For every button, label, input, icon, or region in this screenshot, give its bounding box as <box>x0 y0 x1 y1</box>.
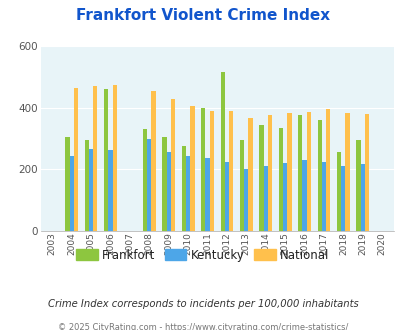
Bar <box>190 106 194 231</box>
Bar <box>151 91 155 231</box>
Bar <box>220 72 224 231</box>
Bar <box>181 146 185 231</box>
Text: Frankfort Violent Crime Index: Frankfort Violent Crime Index <box>76 8 329 23</box>
Bar <box>282 163 287 231</box>
Bar <box>356 140 360 231</box>
Bar <box>200 108 205 231</box>
Bar <box>302 159 306 231</box>
Bar <box>69 156 74 231</box>
Bar <box>243 169 248 231</box>
Bar <box>297 115 302 231</box>
Bar <box>171 99 175 231</box>
Text: © 2025 CityRating.com - https://www.cityrating.com/crime-statistics/: © 2025 CityRating.com - https://www.city… <box>58 323 347 330</box>
Bar <box>162 137 166 231</box>
Bar <box>287 113 291 231</box>
Bar <box>317 120 321 231</box>
Bar <box>112 85 117 231</box>
Bar <box>93 86 97 231</box>
Bar <box>104 89 108 231</box>
Bar <box>321 162 325 231</box>
Bar <box>224 162 228 231</box>
Bar <box>65 137 69 231</box>
Bar <box>360 164 364 231</box>
Bar <box>209 112 213 231</box>
Bar <box>345 113 349 231</box>
Bar <box>340 166 345 231</box>
Legend: Frankfort, Kentucky, National: Frankfort, Kentucky, National <box>71 244 334 266</box>
Bar <box>263 166 267 231</box>
Text: Crime Index corresponds to incidents per 100,000 inhabitants: Crime Index corresponds to incidents per… <box>47 299 358 309</box>
Bar <box>325 109 330 231</box>
Bar <box>306 112 310 231</box>
Bar <box>166 151 171 231</box>
Bar <box>278 128 282 231</box>
Bar <box>239 140 243 231</box>
Bar <box>89 149 93 231</box>
Bar <box>267 115 271 231</box>
Bar <box>147 139 151 231</box>
Bar <box>336 152 340 231</box>
Bar <box>205 158 209 231</box>
Bar <box>248 118 252 231</box>
Bar <box>108 150 112 231</box>
Bar <box>185 155 190 231</box>
Bar <box>85 140 89 231</box>
Bar <box>259 125 263 231</box>
Bar <box>74 88 78 231</box>
Bar <box>143 129 147 231</box>
Bar <box>228 112 233 231</box>
Bar <box>364 114 368 231</box>
